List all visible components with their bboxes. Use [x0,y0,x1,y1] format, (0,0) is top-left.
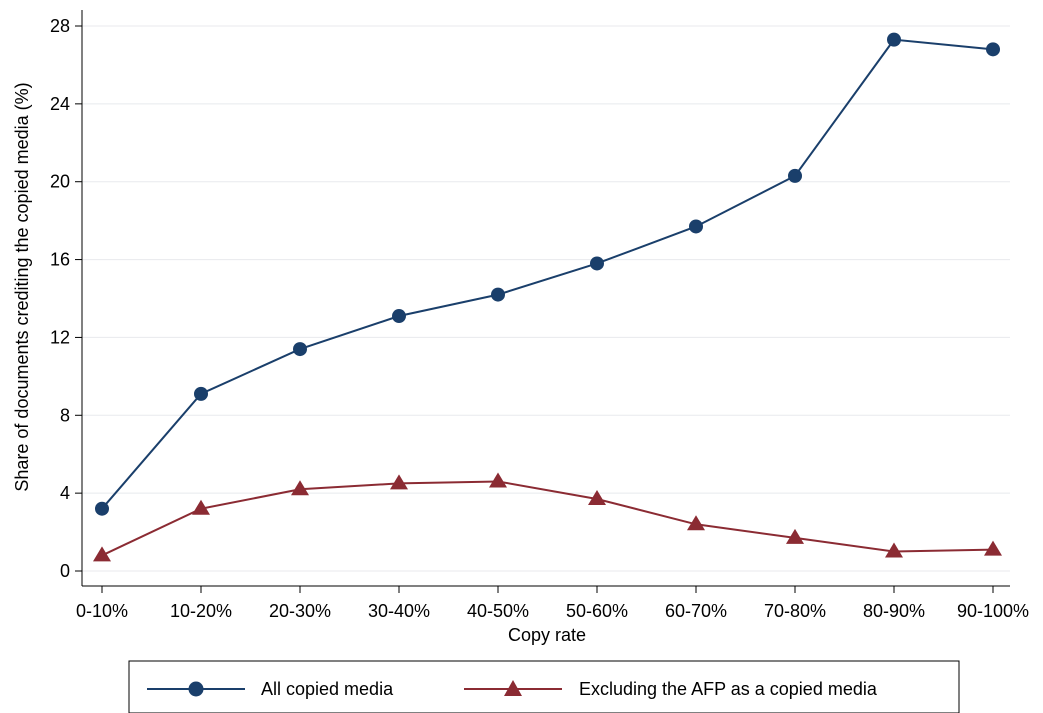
legend: All copied media Excluding the AFP as a … [128,660,960,713]
y-tick-label: 20 [50,172,70,192]
data-point-triangle [984,540,1002,556]
y-tick-label: 24 [50,94,70,114]
x-tick-label: 40-50% [467,601,529,621]
legend-marker-triangle [504,680,522,696]
data-point-triangle [885,542,903,558]
axes [81,10,1010,587]
data-point-circle [689,219,703,234]
y-tick-label: 12 [50,327,70,347]
x-tick-label: 50-60% [566,601,628,621]
y-axis-ticks: 0 4 8 12 16 20 24 28 [50,16,82,581]
data-point-circle [986,42,1000,57]
data-point-triangle [786,528,804,544]
data-point-circle [788,168,802,183]
x-tick-label: 30-40% [368,601,430,621]
y-tick-label: 4 [60,483,70,503]
series-layer [93,32,1002,562]
y-tick-label: 28 [50,16,70,36]
y-tick-label: 16 [50,250,70,270]
data-point-circle [491,287,505,302]
data-point-circle [194,386,208,401]
data-point-circle [392,309,406,324]
x-axis-ticks: 0-10% 10-20% 20-30% 30-40% 40-50% 50-60% 60-70… [76,586,1029,621]
series-line [101,480,994,557]
data-point-circle [887,32,901,47]
legend-box [128,660,960,713]
legend-marker-circle [188,681,204,697]
x-tick-label: 20-30% [269,601,331,621]
data-point-triangle [93,546,111,562]
y-axis-label: Share of documents crediting the copied … [12,82,32,491]
data-point-triangle [192,499,210,515]
data-point-triangle [390,474,408,490]
x-tick-label: 10-20% [170,601,232,621]
legend-label-all-copied-media: All copied media [261,679,394,699]
x-tick-label: 90-100% [957,601,1029,621]
series-excluding-afp [93,472,1002,562]
y-tick-label: 0 [60,561,70,581]
series-all-copied-media [95,32,1000,516]
data-point-circle [95,501,109,516]
series-line [101,38,994,510]
x-tick-label: 80-90% [863,601,925,621]
data-point-circle [293,342,307,357]
x-tick-label: 70-80% [764,601,826,621]
x-axis-label: Copy rate [508,625,586,645]
data-point-triangle [687,515,705,531]
data-point-triangle [489,472,507,488]
x-tick-label: 60-70% [665,601,727,621]
legend-label-excluding-afp: Excluding the AFP as a copied media [579,679,878,699]
data-point-circle [590,256,604,271]
data-point-triangle [588,489,606,505]
x-tick-label: 0-10% [76,601,128,621]
y-tick-label: 8 [60,405,70,425]
data-point-triangle [291,480,309,496]
gridlines [82,25,1010,572]
